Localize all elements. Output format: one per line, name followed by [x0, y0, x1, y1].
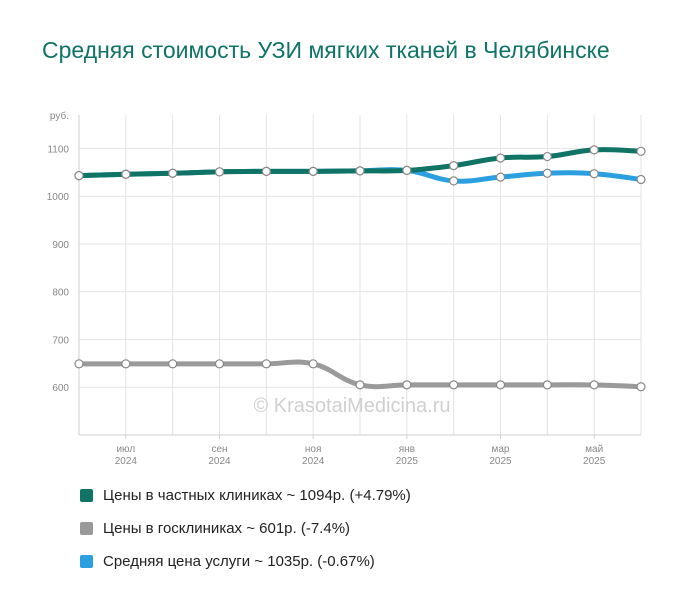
- series-point-2: [636, 146, 646, 156]
- series-point-2: [542, 151, 552, 162]
- series-point-1: [542, 168, 552, 178]
- series-point-0: [355, 380, 365, 390]
- series-point-0: [121, 359, 131, 369]
- x-tick-label-year: 2024: [115, 456, 138, 467]
- legend-item-private[interactable]: Цены в частных клиниках ~ 1094р. (+4.79%…: [80, 484, 411, 506]
- series-point-1: [636, 174, 646, 185]
- series-point-2: [121, 169, 131, 179]
- y-tick-label: 800: [52, 288, 69, 299]
- series-point-0: [542, 380, 552, 390]
- x-tick-label-year: 2024: [208, 456, 231, 467]
- series-point-0: [168, 359, 178, 369]
- watermark: © KrasotaiMedicina.ru: [253, 395, 450, 417]
- y-tick-label: 1000: [47, 192, 70, 203]
- series-point-2: [308, 166, 318, 176]
- x-tick-label-year: 2025: [489, 456, 512, 467]
- y-tick-label: 900: [52, 240, 69, 251]
- y-tick-label: 700: [52, 335, 69, 346]
- x-tick-label-month: май: [585, 444, 603, 455]
- series-point-0: [449, 380, 459, 390]
- x-tick-label-month: янв: [399, 444, 415, 455]
- series-point-1: [589, 169, 599, 179]
- legend-label-average: Средняя цена услуги ~ 1035р. (-0.67%): [103, 552, 375, 570]
- series-point-0: [589, 380, 599, 390]
- legend-swatch-average: [80, 554, 93, 568]
- x-tick-label-year: 2025: [583, 456, 606, 467]
- x-tick-label-year: 2024: [302, 456, 325, 467]
- series-point-1: [449, 176, 459, 186]
- series-point-0: [636, 382, 646, 392]
- series-point-0: [261, 359, 271, 369]
- series-point-2: [449, 161, 459, 171]
- series-point-2: [74, 171, 84, 181]
- series-point-2: [589, 145, 599, 155]
- x-tick-label-month: ноя: [305, 444, 322, 455]
- legend-label-private: Цены в частных клиниках ~ 1094р. (+4.79%…: [103, 486, 411, 504]
- series-point-2: [402, 165, 412, 176]
- legend-swatch-public: [80, 521, 93, 535]
- x-tick-label-month: мар: [492, 444, 510, 455]
- y-tick-label: 600: [52, 383, 69, 394]
- series-point-0: [74, 359, 84, 369]
- chart-legend: Цены в частных клиниках ~ 1094р. (+4.79%…: [80, 484, 411, 583]
- x-tick-label-month: сен: [211, 444, 227, 455]
- series-point-0: [308, 359, 318, 369]
- series-point-0: [402, 380, 412, 390]
- x-tick-label-month: июл: [116, 444, 135, 455]
- series-point-0: [214, 359, 225, 369]
- line-chart: 60070080090010001100руб.июл2024сен2024но…: [47, 110, 646, 467]
- series-point-1: [495, 172, 506, 182]
- y-unit-label: руб.: [50, 110, 69, 122]
- series-point-2: [261, 166, 271, 176]
- legend-item-public[interactable]: Цены в госклиниках ~ 601р. (-7.4%): [80, 517, 411, 539]
- series-point-2: [355, 166, 365, 176]
- legend-item-average[interactable]: Средняя цена услуги ~ 1035р. (-0.67%): [80, 550, 411, 572]
- series-point-2: [495, 153, 506, 163]
- legend-swatch-private: [80, 488, 93, 502]
- chart-title: Средняя стоимость УЗИ мягких тканей в Че…: [42, 37, 610, 63]
- x-tick-label-year: 2025: [396, 456, 419, 467]
- y-tick-label: 1100: [47, 144, 69, 155]
- series-point-2: [214, 167, 225, 177]
- series-point-2: [168, 168, 178, 178]
- series-point-0: [495, 380, 506, 390]
- legend-label-public: Цены в госклиниках ~ 601р. (-7.4%): [103, 519, 351, 537]
